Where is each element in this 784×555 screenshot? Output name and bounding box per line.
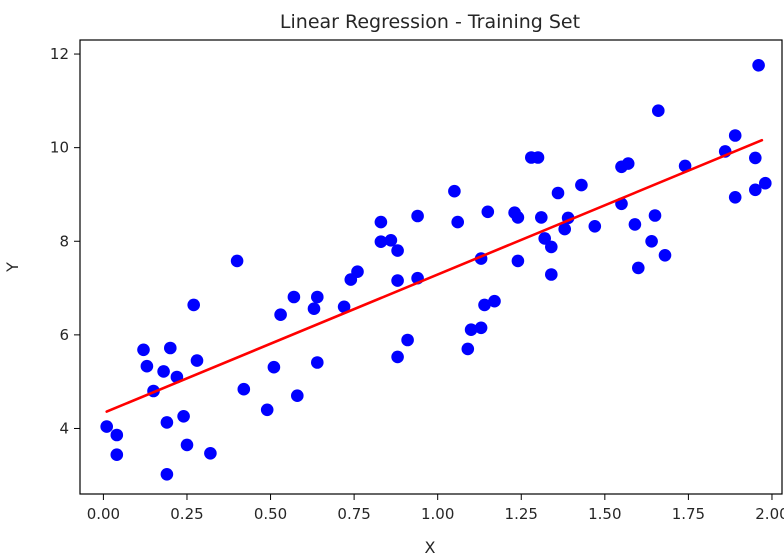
x-tick-label-0: 0.00 <box>87 505 120 523</box>
x-tick-label-1: 0.25 <box>170 505 203 523</box>
data-point-20 <box>274 308 287 322</box>
data-point-22 <box>291 389 304 403</box>
data-point-67 <box>648 209 662 222</box>
data-point-32 <box>391 244 404 257</box>
data-point-52 <box>535 211 548 224</box>
data-point-42 <box>474 321 488 335</box>
data-point-57 <box>558 222 571 236</box>
y-tick-label-4: 12 <box>50 45 69 63</box>
data-point-11 <box>177 410 190 423</box>
data-point-7 <box>160 468 174 481</box>
data-point-59 <box>575 178 588 192</box>
data-point-19 <box>267 360 281 374</box>
data-point-69 <box>658 249 672 262</box>
data-point-53 <box>538 232 551 245</box>
data-point-63 <box>621 157 635 170</box>
data-point-60 <box>588 220 602 233</box>
data-point-38 <box>448 184 461 198</box>
data-point-41 <box>464 323 478 337</box>
data-point-74 <box>749 183 762 197</box>
y-tick-label-3: 10 <box>50 139 69 157</box>
data-point-12 <box>180 438 194 452</box>
y-tick-label-1: 6 <box>59 326 69 344</box>
data-point-49 <box>511 254 525 268</box>
data-point-24 <box>311 290 324 304</box>
x-tick-label-4: 1.00 <box>421 505 454 523</box>
data-point-15 <box>204 447 217 460</box>
data-point-72 <box>728 129 742 142</box>
data-point-17 <box>237 382 251 396</box>
data-point-64 <box>628 218 642 231</box>
data-point-68 <box>652 104 665 117</box>
data-point-55 <box>545 240 558 254</box>
x-tick-label-7: 1.75 <box>672 505 705 523</box>
data-point-56 <box>551 186 565 200</box>
chart-title: Linear Regression - Training Set <box>280 11 580 33</box>
x-tick-label-2: 0.50 <box>254 505 287 523</box>
x-tick-label-8: 2.00 <box>755 505 784 523</box>
data-point-44 <box>478 298 491 312</box>
data-point-14 <box>190 354 204 367</box>
x-axis-label: X <box>425 538 436 555</box>
axes: 0.00 0.25 0.50 0.75 1.00 1.25 1.50 1.75 2.00 4 6 8 1… <box>50 45 784 523</box>
data-point-39 <box>451 215 465 229</box>
regression-line <box>105 138 764 413</box>
data-point-21 <box>287 290 301 304</box>
data-point-51 <box>531 151 545 164</box>
data-point-34 <box>391 350 404 364</box>
data-point-77 <box>759 176 772 190</box>
data-point-36 <box>411 209 424 223</box>
data-point-3 <box>137 343 150 357</box>
data-marks <box>100 59 772 481</box>
data-point-48 <box>511 211 525 224</box>
data-point-4 <box>140 359 154 373</box>
plot-area <box>80 40 782 494</box>
data-point-16 <box>230 254 244 268</box>
data-point-45 <box>481 205 495 219</box>
data-point-28 <box>351 265 364 279</box>
data-point-29 <box>374 215 388 229</box>
x-tick-label-5: 1.25 <box>505 505 538 523</box>
data-point-0 <box>100 420 113 433</box>
data-point-35 <box>401 333 414 347</box>
data-point-65 <box>632 261 645 275</box>
data-point-13 <box>187 298 200 312</box>
data-point-30 <box>374 235 388 248</box>
y-axis-label: Y <box>3 262 22 273</box>
y-tick-label-2: 8 <box>59 232 69 250</box>
data-point-25 <box>311 356 324 369</box>
data-point-26 <box>337 300 351 314</box>
data-point-9 <box>164 341 177 355</box>
data-point-73 <box>728 191 742 204</box>
data-point-33 <box>391 274 404 287</box>
plot-frame <box>79 39 783 495</box>
data-point-40 <box>461 342 475 356</box>
data-point-66 <box>645 235 658 248</box>
data-point-18 <box>260 403 274 417</box>
x-tick-label-3: 0.75 <box>337 505 370 523</box>
data-point-31 <box>384 234 398 247</box>
data-point-70 <box>678 159 692 173</box>
data-point-76 <box>752 59 765 72</box>
data-point-6 <box>157 365 170 378</box>
data-point-46 <box>488 294 501 308</box>
y-tick-label-0: 4 <box>59 419 69 437</box>
data-point-1 <box>110 428 124 442</box>
data-point-54 <box>545 268 558 281</box>
data-point-75 <box>749 151 762 165</box>
data-point-23 <box>307 302 321 316</box>
data-point-8 <box>160 416 174 429</box>
data-point-2 <box>110 448 124 462</box>
x-tick-label-6: 1.50 <box>588 505 621 523</box>
